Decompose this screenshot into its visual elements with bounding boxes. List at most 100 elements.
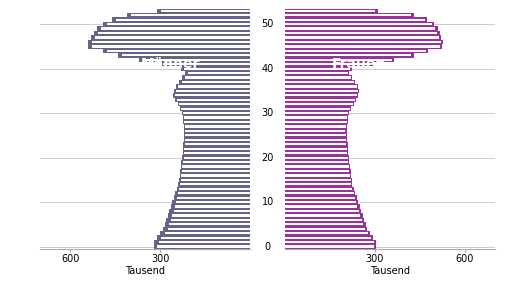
Bar <box>285 45 440 47</box>
Bar <box>158 235 250 240</box>
Bar <box>285 108 350 110</box>
Bar <box>285 228 365 230</box>
Bar <box>285 156 347 159</box>
Bar <box>182 81 250 83</box>
Bar <box>107 23 250 25</box>
Bar <box>179 178 250 182</box>
Bar <box>161 231 250 235</box>
Bar <box>176 201 250 203</box>
Bar <box>285 155 349 160</box>
Bar <box>173 93 250 98</box>
Bar <box>285 182 352 186</box>
Bar <box>285 76 351 79</box>
Bar <box>285 121 347 123</box>
Bar <box>118 53 250 57</box>
Bar <box>285 151 348 155</box>
Bar <box>184 152 250 154</box>
Bar <box>285 106 351 111</box>
Bar <box>183 151 250 155</box>
Bar <box>98 32 250 34</box>
Bar <box>88 44 250 49</box>
Bar <box>285 196 355 199</box>
Bar <box>107 50 250 52</box>
Text: Frauen: Frauen <box>331 57 385 71</box>
Bar <box>285 138 347 142</box>
Bar <box>285 54 411 56</box>
Text: 10: 10 <box>262 197 274 207</box>
Text: 50: 50 <box>262 19 274 29</box>
Bar <box>184 129 250 133</box>
Bar <box>183 156 250 159</box>
Bar <box>181 174 250 176</box>
Bar <box>285 89 359 93</box>
Bar <box>285 232 368 234</box>
Text: 30: 30 <box>262 108 274 118</box>
Bar <box>161 237 250 239</box>
Bar <box>168 228 250 230</box>
Bar <box>181 160 250 164</box>
Bar <box>180 179 250 181</box>
Bar <box>176 84 250 89</box>
Bar <box>285 213 363 218</box>
Bar <box>175 191 250 195</box>
Bar <box>104 49 250 53</box>
Bar <box>285 173 351 178</box>
Bar <box>285 146 348 151</box>
Bar <box>285 219 362 221</box>
Bar <box>285 22 434 26</box>
Bar <box>285 71 349 75</box>
Bar <box>285 63 371 65</box>
Bar <box>285 115 348 120</box>
Bar <box>285 223 363 225</box>
Bar <box>285 210 359 212</box>
Bar <box>182 170 250 172</box>
Bar <box>174 210 250 212</box>
Bar <box>285 26 438 31</box>
Bar <box>176 90 250 92</box>
Bar <box>167 218 250 222</box>
Bar <box>285 13 415 17</box>
Text: 40: 40 <box>262 64 274 74</box>
Bar <box>155 244 250 249</box>
Bar <box>285 245 374 248</box>
Bar <box>183 115 250 120</box>
Bar <box>172 200 250 204</box>
Bar <box>285 17 427 22</box>
Bar <box>285 35 441 40</box>
Bar <box>285 94 357 96</box>
Bar <box>285 142 347 146</box>
Bar <box>285 59 392 61</box>
Bar <box>177 99 250 101</box>
Bar <box>285 27 435 30</box>
Bar <box>183 142 250 146</box>
Bar <box>180 169 250 173</box>
Bar <box>285 191 356 195</box>
Bar <box>188 72 250 74</box>
Bar <box>116 19 250 21</box>
Bar <box>285 66 352 71</box>
Bar <box>122 54 250 56</box>
X-axis label: Tausend: Tausend <box>125 266 166 276</box>
Bar <box>285 57 394 62</box>
Bar <box>285 188 352 190</box>
Bar <box>178 182 250 186</box>
Bar <box>101 27 250 30</box>
Bar <box>161 62 250 66</box>
Bar <box>285 120 348 124</box>
Bar <box>285 85 357 88</box>
Bar <box>175 98 250 102</box>
Bar <box>285 72 348 74</box>
Bar <box>127 13 250 17</box>
Bar <box>285 102 354 106</box>
Bar <box>179 103 250 105</box>
Bar <box>285 111 349 115</box>
Bar <box>285 31 440 35</box>
Bar <box>174 89 250 93</box>
Bar <box>285 165 349 168</box>
Bar <box>178 192 250 194</box>
Bar <box>285 201 356 203</box>
Bar <box>180 173 250 178</box>
Bar <box>185 125 250 128</box>
Bar <box>285 139 346 141</box>
Bar <box>184 133 250 138</box>
